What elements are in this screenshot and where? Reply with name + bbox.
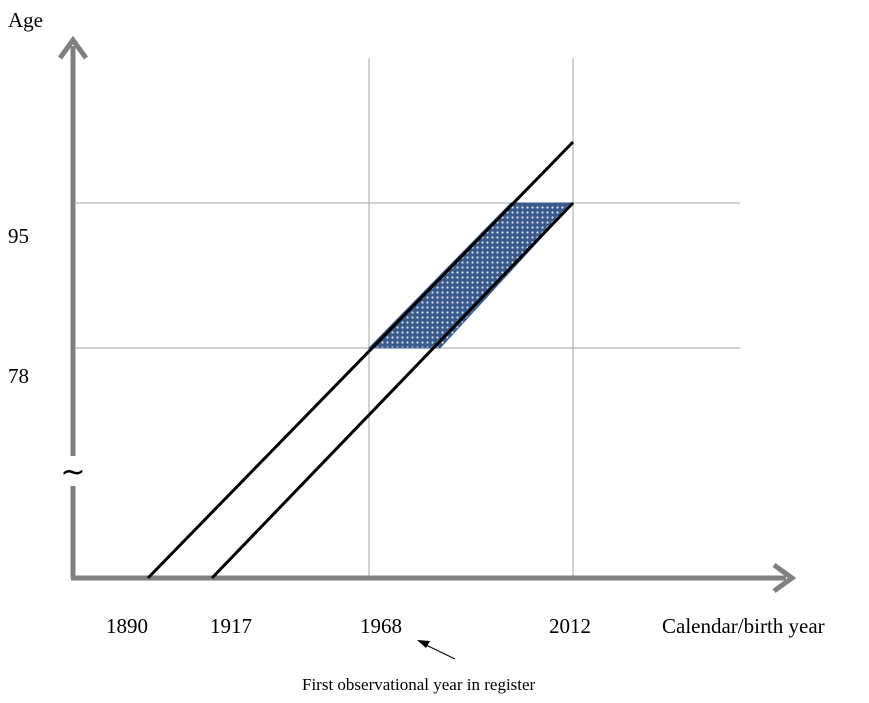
y-axis-arrowhead [57, 35, 89, 60]
axis-break-symbol: ~ [60, 455, 85, 490]
annotation-arrow-shaft [423, 643, 456, 660]
y-tick-95: 95 [8, 224, 29, 248]
annotation-text: First observational year in register [302, 675, 536, 694]
x-tick-1890: 1890 [106, 614, 148, 638]
y-axis-label: Age [8, 8, 43, 32]
cohort-line-1917 [210, 201, 575, 580]
observed-region [367, 202, 575, 349]
x-tick-1968: 1968 [360, 614, 402, 638]
x-axis-label: Calendar/birth year [662, 614, 825, 638]
annotation-arrowhead [417, 640, 430, 648]
x-axis-arrowhead [772, 562, 797, 594]
x-tick-2012: 2012 [549, 614, 591, 638]
y-tick-78: 78 [8, 364, 29, 388]
x-tick-1917: 1917 [210, 614, 252, 638]
axis-break-gap [64, 456, 84, 486]
cohort-line-1890 [146, 140, 575, 580]
